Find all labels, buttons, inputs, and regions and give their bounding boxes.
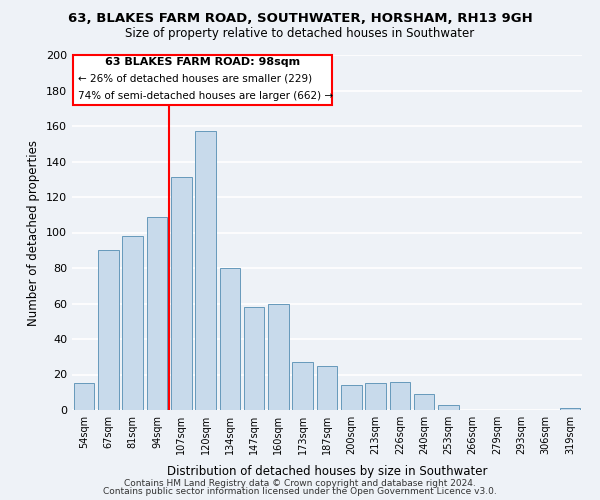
Text: Contains HM Land Registry data © Crown copyright and database right 2024.: Contains HM Land Registry data © Crown c…	[124, 478, 476, 488]
Text: Contains public sector information licensed under the Open Government Licence v3: Contains public sector information licen…	[103, 487, 497, 496]
FancyBboxPatch shape	[73, 55, 332, 104]
Bar	[389, 382, 410, 410]
Bar	[560, 408, 580, 410]
X-axis label: Distribution of detached houses by size in Southwater: Distribution of detached houses by size …	[167, 466, 487, 478]
Bar	[341, 385, 362, 410]
Bar	[98, 250, 119, 410]
Bar	[122, 236, 143, 410]
Text: Size of property relative to detached houses in Southwater: Size of property relative to detached ho…	[125, 28, 475, 40]
Bar	[365, 384, 386, 410]
Bar	[317, 366, 337, 410]
Bar	[292, 362, 313, 410]
Bar	[438, 404, 459, 410]
Bar	[195, 132, 216, 410]
Text: 74% of semi-detached houses are larger (662) →: 74% of semi-detached houses are larger (…	[79, 91, 334, 101]
Bar	[414, 394, 434, 410]
Bar	[220, 268, 240, 410]
Bar	[146, 216, 167, 410]
Text: ← 26% of detached houses are smaller (229): ← 26% of detached houses are smaller (22…	[79, 74, 313, 84]
Bar	[171, 178, 191, 410]
Y-axis label: Number of detached properties: Number of detached properties	[28, 140, 40, 326]
Text: 63, BLAKES FARM ROAD, SOUTHWATER, HORSHAM, RH13 9GH: 63, BLAKES FARM ROAD, SOUTHWATER, HORSHA…	[68, 12, 532, 26]
Bar	[74, 384, 94, 410]
Text: 63 BLAKES FARM ROAD: 98sqm: 63 BLAKES FARM ROAD: 98sqm	[105, 57, 300, 67]
Bar	[268, 304, 289, 410]
Bar	[244, 307, 265, 410]
